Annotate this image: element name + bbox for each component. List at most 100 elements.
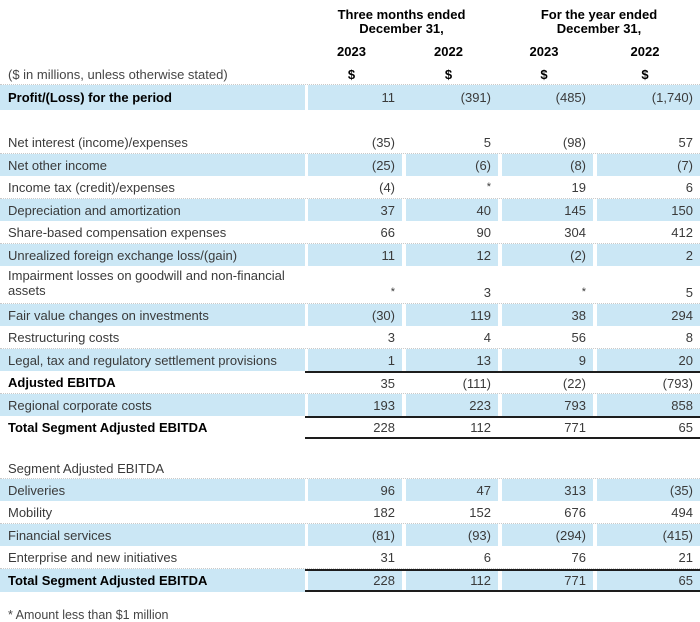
- table-row: Net other income (25) (6) (8) (7): [0, 153, 700, 176]
- value-cell: [593, 459, 700, 478]
- value-cell: 6: [685, 179, 693, 195]
- group-label-line2: December 31,: [359, 21, 444, 36]
- value-cell: 90: [476, 224, 491, 240]
- column-group-full-year: For the year ended December 31,: [498, 8, 700, 36]
- value-cell: 31: [380, 549, 395, 565]
- row-label: Restructuring costs: [8, 329, 120, 345]
- value-cell: 182: [373, 504, 395, 520]
- value-cell: 5: [483, 134, 491, 150]
- ebitda-reconciliation-table: Profit/(Loss) for the period 11 (391) (4…: [0, 84, 700, 592]
- value-cell: (793): [662, 375, 693, 391]
- row-label: Financial services: [0, 524, 305, 546]
- value-cell: 119: [402, 304, 498, 326]
- row-label: Mobility: [8, 504, 53, 520]
- header-spacer: [0, 8, 305, 36]
- value-cell: 76: [571, 549, 586, 565]
- value-cell: 65: [593, 571, 700, 590]
- table-row: Legal, tax and regulatory settlement pro…: [0, 348, 700, 371]
- units-note: ($ in millions, unless otherwise stated): [8, 66, 228, 82]
- value-cell: 771: [564, 420, 586, 435]
- row-label: Profit/(Loss) for the period: [0, 85, 305, 110]
- value-cell: (8): [498, 154, 593, 176]
- value-cell: (35): [593, 479, 700, 501]
- value-cell: (7): [593, 154, 700, 176]
- value-cell: 40: [402, 199, 498, 221]
- row-label: Total Segment Adjusted EBITDA: [8, 420, 208, 435]
- row-label: Regional corporate costs: [0, 394, 305, 416]
- value-cell: (1,740): [593, 85, 700, 110]
- row-label: Fair value changes on investments: [0, 304, 305, 326]
- value-cell: 8: [685, 329, 693, 345]
- row-label: Unrealized foreign exchange loss/(gain): [0, 244, 305, 266]
- value-cell: 47: [402, 479, 498, 501]
- value-cell: 193: [305, 394, 402, 416]
- currency-header: $: [444, 66, 453, 82]
- year-header: 2023: [337, 43, 366, 59]
- year-header: 2022: [630, 43, 660, 59]
- table-row: Share-based compensation expenses 66 90 …: [0, 221, 700, 243]
- table-row: Total Segment Adjusted EBITDA 228 112 77…: [0, 568, 700, 592]
- value-cell: (485): [498, 85, 593, 110]
- value-cell: 35: [380, 375, 395, 391]
- value-cell: 228: [373, 420, 395, 435]
- value-cell: 13: [402, 349, 498, 371]
- value-cell: 793: [498, 394, 593, 416]
- column-group-three-months: Three months ended December 31,: [305, 8, 498, 36]
- value-cell: 96: [305, 479, 402, 501]
- value-cell: (30): [305, 304, 402, 326]
- value-cell: *: [390, 286, 395, 298]
- value-cell: (2): [498, 244, 593, 266]
- row-label: Deliveries: [0, 479, 305, 501]
- year-header-row: 2023 2022 2023 2022: [0, 43, 700, 59]
- value-cell: *: [581, 286, 586, 298]
- value-cell: (22): [562, 375, 586, 391]
- value-cell: 56: [571, 329, 586, 345]
- year-header: 2023: [529, 43, 559, 59]
- value-cell: (98): [562, 134, 586, 150]
- table-row: Fair value changes on investments (30) 1…: [0, 303, 700, 326]
- table-row: Total Segment Adjusted EBITDA 228 112 77…: [0, 416, 700, 439]
- value-cell: (81): [305, 524, 402, 546]
- table-row: Profit/(Loss) for the period 11 (391) (4…: [0, 84, 700, 110]
- value-cell: 150: [593, 199, 700, 221]
- row-label: Share-based compensation expenses: [8, 224, 227, 240]
- value-cell: 304: [564, 224, 586, 240]
- table-row: Net interest (income)/expenses (35) 5 (9…: [0, 131, 700, 153]
- row-label: Total Segment Adjusted EBITDA: [0, 569, 305, 592]
- value-cell: 676: [564, 504, 586, 520]
- table-row: Income tax (credit)/expenses (4) * 19 6: [0, 176, 700, 198]
- currency-header: $: [347, 66, 356, 82]
- value-cell: 228: [305, 571, 402, 590]
- footnote: * Amount less than $1 million: [8, 608, 169, 622]
- value-cell: 21: [678, 549, 693, 565]
- value-cell: (6): [402, 154, 498, 176]
- table-row: Financial services (81) (93) (294) (415): [0, 523, 700, 546]
- value-cell: (25): [305, 154, 402, 176]
- table-row: Deliveries 96 47 313 (35): [0, 478, 700, 501]
- group-label-line1: For the year ended: [540, 7, 658, 22]
- value-cell: 20: [593, 349, 700, 371]
- row-label: Enterprise and new initiatives: [8, 549, 178, 565]
- value-cell: [402, 459, 498, 478]
- group-label-line1: Three months ended: [337, 7, 466, 22]
- value-cell: (4): [379, 179, 395, 195]
- value-cell: 11: [305, 244, 402, 266]
- row-label: Net other income: [0, 154, 305, 176]
- value-cell: 57: [678, 134, 693, 150]
- table-row: Depreciation and amortization 37 40 145 …: [0, 198, 700, 221]
- row-label: Impairment losses on goodwill and non-fi…: [8, 268, 285, 298]
- table-row: Unrealized foreign exchange loss/(gain) …: [0, 243, 700, 266]
- value-cell: [498, 459, 593, 478]
- value-cell: (93): [402, 524, 498, 546]
- value-cell: 313: [498, 479, 593, 501]
- value-cell: 12: [402, 244, 498, 266]
- currency-header: $: [641, 66, 649, 82]
- value-cell: 858: [593, 394, 700, 416]
- value-cell: (35): [371, 134, 395, 150]
- currency-header: $: [540, 66, 548, 82]
- table-row: Segment Adjusted EBITDA: [0, 459, 700, 478]
- row-label: Legal, tax and regulatory settlement pro…: [0, 349, 305, 371]
- header-spacer: [0, 44, 305, 58]
- value-cell: [305, 459, 402, 478]
